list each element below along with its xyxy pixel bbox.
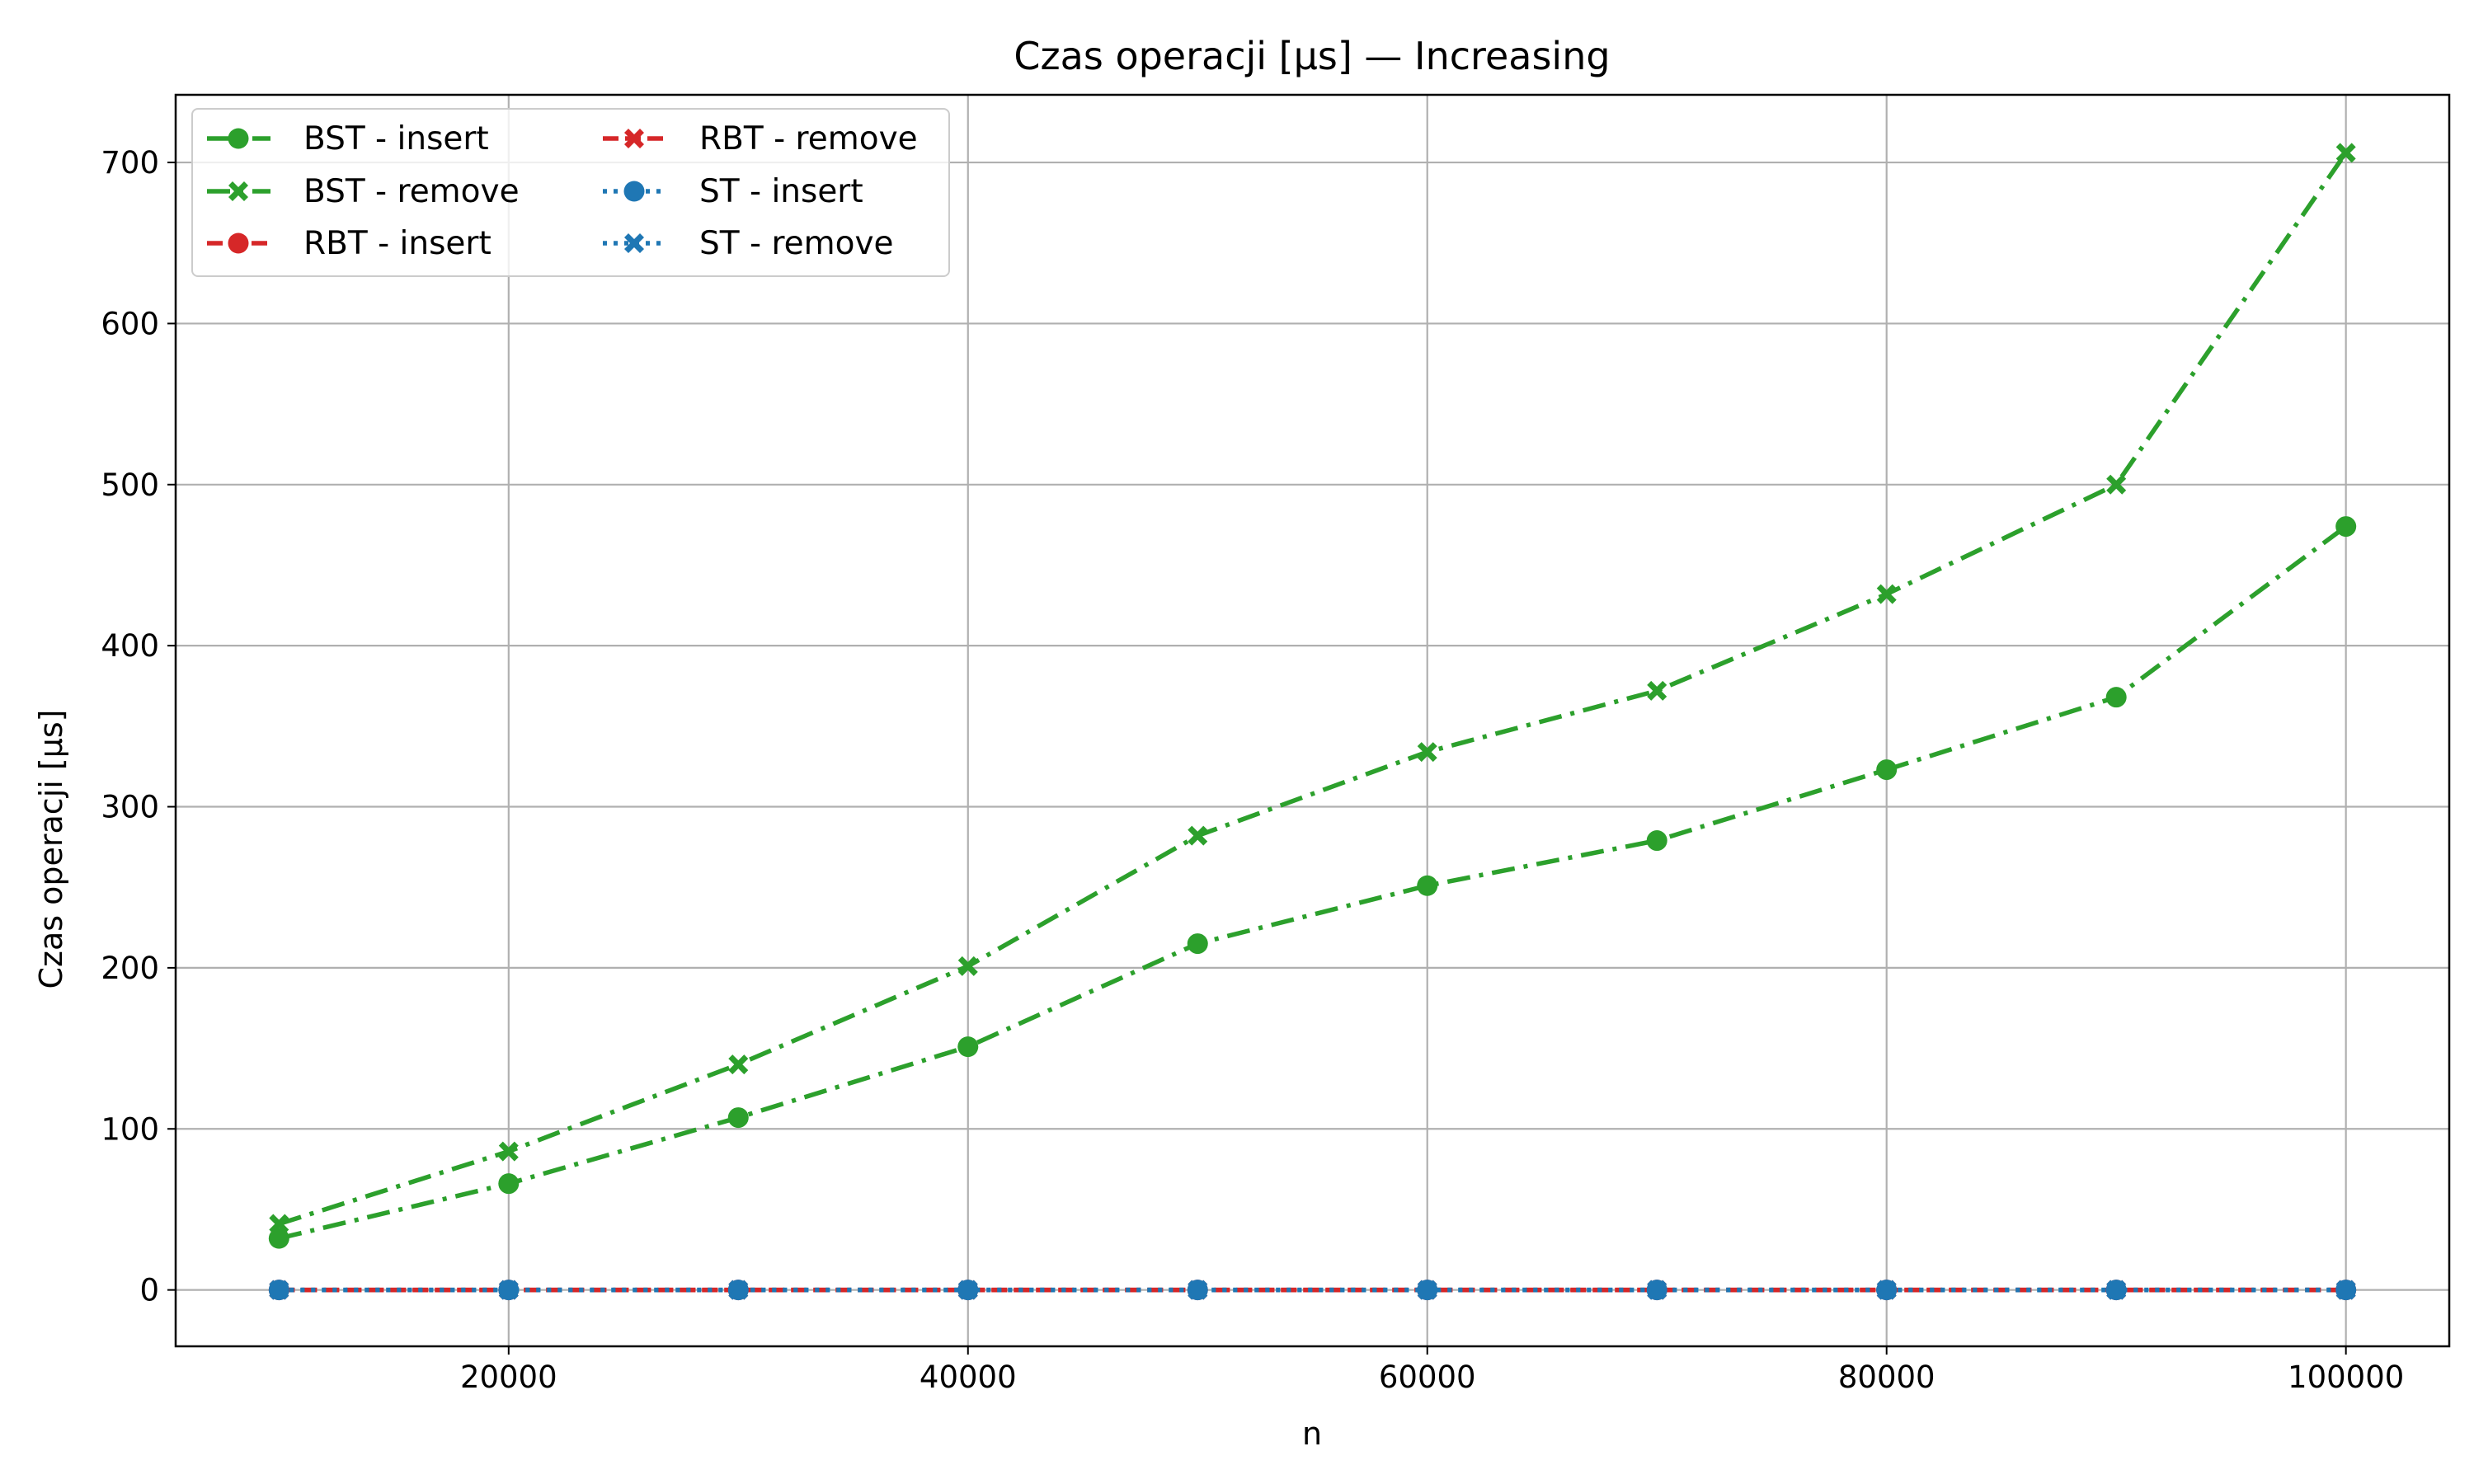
data-point	[268, 1228, 289, 1249]
y-tick-label: 500	[101, 467, 159, 503]
data-point	[498, 1141, 519, 1162]
data-point	[2335, 516, 2357, 538]
data-point	[1876, 584, 1897, 604]
legend-marker	[228, 181, 248, 201]
y-tick-label: 100	[101, 1111, 159, 1147]
legend-marker	[228, 128, 249, 149]
x-tick-label: 40000	[920, 1360, 1017, 1395]
legend-marker	[624, 129, 644, 148]
data-point	[728, 1280, 749, 1300]
data-point	[1188, 825, 1208, 846]
data-point	[2106, 474, 2127, 495]
data-point	[1647, 1280, 1667, 1300]
grid	[176, 95, 2449, 1346]
x-tick-label: 20000	[460, 1360, 557, 1395]
legend-entry: BST - remove	[207, 173, 520, 210]
data-point	[1188, 1280, 1208, 1300]
data-point	[1187, 933, 1208, 955]
axis-ticks: 20000 40000 60000 80000 100000 0 100 200 300 400 5…	[101, 145, 2404, 1395]
legend-label: ST - remove	[699, 225, 894, 262]
legend-label: BST - insert	[303, 120, 489, 157]
legend-entry: ST - remove	[603, 225, 894, 262]
data-point	[2106, 1280, 2127, 1300]
series-bst-remove	[269, 143, 2356, 1234]
data-point	[728, 1054, 749, 1075]
data-point	[269, 1214, 289, 1234]
data-point	[1876, 1280, 1897, 1300]
data-point	[2335, 143, 2356, 163]
legend-marker	[624, 233, 644, 253]
data-point	[1417, 742, 1437, 763]
plot-frame	[174, 93, 2451, 1348]
data-point	[269, 1280, 289, 1300]
data-point	[727, 1107, 749, 1129]
legend-marker	[228, 232, 249, 254]
legend: BST - insert BST - remove RBT - insert RBT …	[191, 108, 950, 277]
y-tick-label: 600	[101, 306, 159, 341]
legend-label: RBT - insert	[303, 225, 492, 262]
series-line	[278, 151, 2348, 1227]
chart-title: Czas operacji [µs] — Increasing	[1014, 34, 1610, 78]
x-tick-label: 80000	[1838, 1360, 1935, 1395]
legend-label: ST - insert	[699, 173, 863, 210]
legend-entry: RBT - remove	[603, 120, 918, 157]
y-tick-label: 400	[101, 628, 159, 664]
data-point	[957, 956, 978, 976]
legend-marker	[623, 181, 645, 202]
legend-entry: RBT - insert	[207, 225, 492, 262]
data-point	[1646, 830, 1667, 852]
x-axis-label: n	[1302, 1416, 1322, 1452]
legend-entry: BST - insert	[207, 120, 489, 157]
series-layer	[268, 143, 2357, 1301]
data-point	[1417, 875, 1438, 896]
data-point	[2105, 687, 2127, 708]
data-point	[2335, 1280, 2356, 1300]
y-tick-label: 700	[101, 145, 159, 181]
y-tick-label: 200	[101, 951, 159, 986]
data-point	[498, 1280, 519, 1300]
data-point	[498, 1173, 520, 1195]
y-tick-label: 0	[139, 1273, 159, 1308]
y-axis-label: Czas operacji [µs]	[33, 709, 69, 989]
data-point	[1647, 680, 1667, 701]
x-tick-label: 100000	[2288, 1360, 2404, 1395]
legend-box	[191, 108, 950, 277]
legend-label: RBT - remove	[699, 120, 918, 157]
data-point	[957, 1036, 979, 1058]
data-point	[1417, 1280, 1437, 1300]
series-bst-insert	[268, 516, 2357, 1249]
x-tick-label: 60000	[1379, 1360, 1476, 1395]
legend-label: BST - remove	[303, 173, 520, 210]
data-point	[1876, 759, 1898, 781]
data-point	[957, 1280, 978, 1300]
series-st-remove	[269, 1280, 2356, 1300]
legend-entry: ST - insert	[603, 173, 863, 210]
y-tick-label: 300	[101, 790, 159, 825]
